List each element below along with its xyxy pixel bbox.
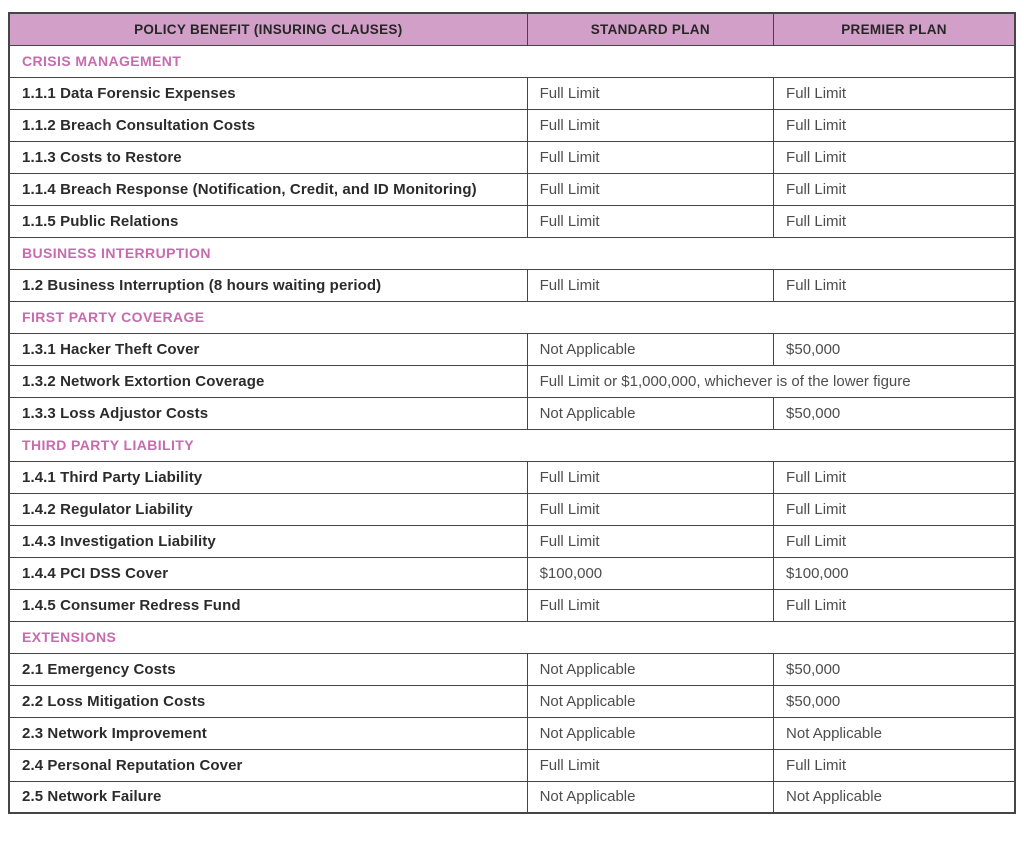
standard-plan-value-cell: Not Applicable <box>526 396 775 430</box>
standard-plan-value-cell: Full Limit <box>526 268 775 302</box>
benefit-row: 1.1.2 Breach Consultation Costs Full Limi… <box>8 108 1016 142</box>
merged-plan-value-cell: Full Limit or $1,000,000, whichever is o… <box>526 364 1016 398</box>
policy-benefits-page: POLICY BENEFIT (INSURING CLAUSES) STANDA… <box>8 12 1016 814</box>
premier-plan-value-cell: Full Limit <box>773 460 1016 494</box>
benefit-row: 1.3.2 Network Extortion Coverage Full Lim… <box>8 364 1016 398</box>
standard-plan-value-cell: $100,000 <box>526 556 775 590</box>
standard-plan-value-cell: Full Limit <box>526 204 775 238</box>
benefit-row: 2.2 Loss Mitigation Costs Not Applicable $… <box>8 684 1016 718</box>
premier-plan-value-cell: Full Limit <box>773 76 1016 110</box>
benefit-name-cell: 1.1.1 Data Forensic Expenses <box>8 76 528 110</box>
benefit-name-cell: 1.4.3 Investigation Liability <box>8 524 528 558</box>
benefit-name-cell: 1.1.4 Breach Response (Notification, Cre… <box>8 172 528 206</box>
benefit-name-cell: 1.4.1 Third Party Liability <box>8 460 528 494</box>
premier-plan-value-cell: Full Limit <box>773 524 1016 558</box>
premier-plan-value-cell: Full Limit <box>773 108 1016 142</box>
benefit-name-cell: 1.2 Business Interruption (8 hours waiti… <box>8 268 528 302</box>
header-policy-benefit: POLICY BENEFIT (INSURING CLAUSES) <box>8 12 528 46</box>
section-header-row: BUSINESS INTERRUPTION <box>8 236 1016 270</box>
section-header-row: FIRST PARTY COVERAGE <box>8 300 1016 334</box>
table-header-row: POLICY BENEFIT (INSURING CLAUSES) STANDA… <box>8 12 1016 46</box>
benefit-row: 1.4.4 PCI DSS Cover $100,000 $100,000 <box>8 556 1016 590</box>
benefit-name-cell: 1.4.4 PCI DSS Cover <box>8 556 528 590</box>
standard-plan-value-cell: Full Limit <box>526 492 775 526</box>
benefit-row: 1.1.5 Public Relations Full Limit Full Lim… <box>8 204 1016 238</box>
standard-plan-value-cell: Full Limit <box>526 172 775 206</box>
policy-benefits-table: POLICY BENEFIT (INSURING CLAUSES) STANDA… <box>8 12 1016 814</box>
benefit-row: 2.4 Personal Reputation Cover Full Limit F… <box>8 748 1016 782</box>
benefit-row: 1.4.1 Third Party Liability Full Limit Ful… <box>8 460 1016 494</box>
premier-plan-value-cell: Full Limit <box>773 748 1016 782</box>
standard-plan-value-cell: Not Applicable <box>526 684 775 718</box>
section-header-row: CRISIS MANAGEMENT <box>8 44 1016 78</box>
section-title: EXTENSIONS <box>8 620 1016 654</box>
standard-plan-value-cell: Full Limit <box>526 588 775 622</box>
benefit-name-cell: 2.1 Emergency Costs <box>8 652 528 686</box>
benefit-name-cell: 1.1.3 Costs to Restore <box>8 140 528 174</box>
benefit-row: 1.3.1 Hacker Theft Cover Not Applicable $5… <box>8 332 1016 366</box>
standard-plan-value-cell: Full Limit <box>526 748 775 782</box>
benefit-name-cell: 1.3.2 Network Extortion Coverage <box>8 364 528 398</box>
premier-plan-value-cell: Full Limit <box>773 588 1016 622</box>
premier-plan-value-cell: $50,000 <box>773 652 1016 686</box>
benefit-row: 1.1.3 Costs to Restore Full Limit Full Lim… <box>8 140 1016 174</box>
premier-plan-value-cell: $100,000 <box>773 556 1016 590</box>
section-title: FIRST PARTY COVERAGE <box>8 300 1016 334</box>
standard-plan-value-cell: Not Applicable <box>526 716 775 750</box>
section-title: BUSINESS INTERRUPTION <box>8 236 1016 270</box>
standard-plan-value-cell: Not Applicable <box>526 652 775 686</box>
standard-plan-value-cell: Full Limit <box>526 460 775 494</box>
benefit-name-cell: 1.1.5 Public Relations <box>8 204 528 238</box>
premier-plan-value-cell: Full Limit <box>773 492 1016 526</box>
standard-plan-value-cell: Full Limit <box>526 108 775 142</box>
premier-plan-value-cell: $50,000 <box>773 396 1016 430</box>
header-standard-plan: STANDARD PLAN <box>526 12 775 46</box>
standard-plan-value-cell: Full Limit <box>526 140 775 174</box>
benefit-name-cell: 2.4 Personal Reputation Cover <box>8 748 528 782</box>
section-header-row: EXTENSIONS <box>8 620 1016 654</box>
benefit-name-cell: 1.3.1 Hacker Theft Cover <box>8 332 528 366</box>
section-title: THIRD PARTY LIABILITY <box>8 428 1016 462</box>
benefit-row: 2.5 Network Failure Not Applicable Not App… <box>8 780 1016 814</box>
header-premier-plan: PREMIER PLAN <box>773 12 1016 46</box>
standard-plan-value-cell: Full Limit <box>526 524 775 558</box>
benefit-name-cell: 2.2 Loss Mitigation Costs <box>8 684 528 718</box>
benefit-name-cell: 2.5 Network Failure <box>8 780 528 814</box>
standard-plan-value-cell: Full Limit <box>526 76 775 110</box>
premier-plan-value-cell: Full Limit <box>773 268 1016 302</box>
benefit-name-cell: 1.4.5 Consumer Redress Fund <box>8 588 528 622</box>
standard-plan-value-cell: Not Applicable <box>526 332 775 366</box>
benefit-row: 1.1.1 Data Forensic Expenses Full Limit Fu… <box>8 76 1016 110</box>
premier-plan-value-cell: $50,000 <box>773 332 1016 366</box>
premier-plan-value-cell: $50,000 <box>773 684 1016 718</box>
benefit-row: 1.3.3 Loss Adjustor Costs Not Applicable $… <box>8 396 1016 430</box>
premier-plan-value-cell: Not Applicable <box>773 780 1016 814</box>
benefit-row: 2.1 Emergency Costs Not Applicable $50,000 <box>8 652 1016 686</box>
benefit-name-cell: 1.3.3 Loss Adjustor Costs <box>8 396 528 430</box>
standard-plan-value-cell: Not Applicable <box>526 780 775 814</box>
premier-plan-value-cell: Full Limit <box>773 172 1016 206</box>
benefit-row: 1.4.3 Investigation Liability Full Limit F… <box>8 524 1016 558</box>
premier-plan-value-cell: Full Limit <box>773 140 1016 174</box>
benefit-row: 2.3 Network Improvement Not Applicable Not… <box>8 716 1016 750</box>
benefit-name-cell: 1.1.2 Breach Consultation Costs <box>8 108 528 142</box>
section-header-row: THIRD PARTY LIABILITY <box>8 428 1016 462</box>
benefit-row: 1.1.4 Breach Response (Notification, Cre… <box>8 172 1016 206</box>
premier-plan-value-cell: Full Limit <box>773 204 1016 238</box>
benefit-name-cell: 1.4.2 Regulator Liability <box>8 492 528 526</box>
benefit-row: 1.4.5 Consumer Redress Fund Full Limit Ful… <box>8 588 1016 622</box>
premier-plan-value-cell: Not Applicable <box>773 716 1016 750</box>
benefit-name-cell: 2.3 Network Improvement <box>8 716 528 750</box>
benefit-row: 1.4.2 Regulator Liability Full Limit Full … <box>8 492 1016 526</box>
benefit-row: 1.2 Business Interruption (8 hours waiti… <box>8 268 1016 302</box>
section-title: CRISIS MANAGEMENT <box>8 44 1016 78</box>
